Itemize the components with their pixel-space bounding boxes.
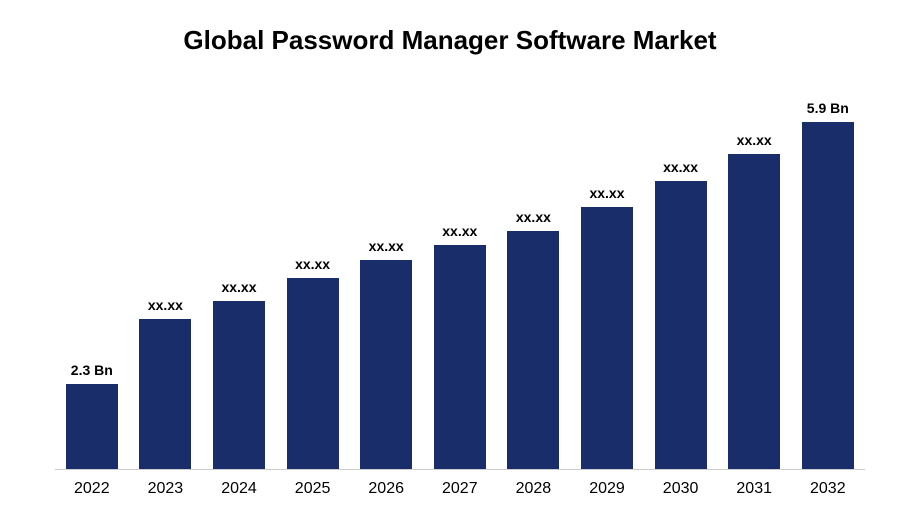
x-axis-label: 2031 [717,480,791,498]
bar-value-label: xx.xx [737,132,772,148]
bar-group: xx.xx [202,279,276,469]
bar-group: xx.xx [717,132,791,469]
x-axis-label: 2032 [791,480,865,498]
bar [507,231,559,469]
bar-value-label: xx.xx [221,279,256,295]
bar-value-label: xx.xx [663,159,698,175]
bar-group: xx.xx [570,185,644,469]
bar-value-label: xx.xx [148,297,183,313]
bar-group: xx.xx [423,223,497,469]
x-axis-label: 2022 [55,480,129,498]
x-axis-label: 2025 [276,480,350,498]
bar-value-label: 2.3 Bn [71,362,113,378]
bar-group: xx.xx [276,256,350,469]
bar-value-label: xx.xx [516,209,551,225]
x-axis-label: 2030 [644,480,718,498]
bar [139,319,191,469]
plot-region: 2.3 Bn 2022 xx.xx 2023 xx.xx 2024 xx.xx … [55,80,865,470]
chart-title: Global Password Manager Software Market [0,0,900,66]
bar-value-label: 5.9 Bn [807,100,849,116]
bar [287,278,339,469]
bar [360,260,412,469]
bar-group: 5.9 Bn [791,100,865,469]
x-axis-label: 2028 [497,480,571,498]
bar-value-label: xx.xx [295,256,330,272]
bar [213,301,265,469]
bar-group: 2.3 Bn [55,362,129,469]
bar-group: xx.xx [644,159,718,469]
bar-group: xx.xx [129,297,203,469]
bar-value-label: xx.xx [369,238,404,254]
bar-value-label: xx.xx [589,185,624,201]
x-axis-label: 2023 [129,480,203,498]
chart-area: 2.3 Bn 2022 xx.xx 2023 xx.xx 2024 xx.xx … [55,80,865,470]
bar [581,207,633,469]
bar [802,122,854,469]
bar-group: xx.xx [349,238,423,469]
bar [66,384,118,469]
bar [728,154,780,469]
bar [655,181,707,469]
bar-value-label: xx.xx [442,223,477,239]
x-axis-label: 2027 [423,480,497,498]
bar-group: xx.xx [497,209,571,469]
x-axis-label: 2026 [349,480,423,498]
bar [434,245,486,469]
x-axis-label: 2024 [202,480,276,498]
x-axis-label: 2029 [570,480,644,498]
